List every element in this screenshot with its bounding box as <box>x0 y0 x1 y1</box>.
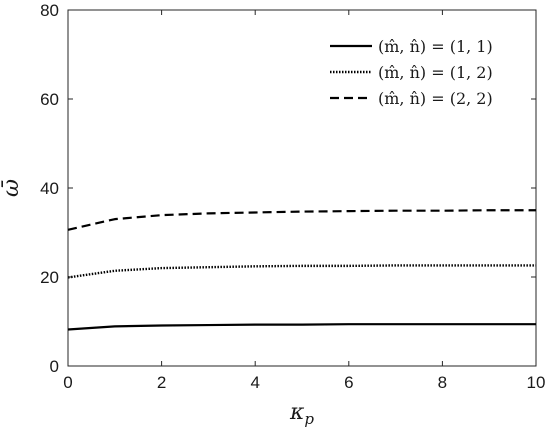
y-tick-label: 60 <box>40 90 59 109</box>
series-line-2 <box>67 264 536 279</box>
x-tick-label: 8 <box>438 373 447 392</box>
legend-label-3: (m̂, n̂) = (2, 2) <box>378 89 493 108</box>
y-tick-label: 20 <box>40 268 59 287</box>
series-line-1 <box>67 323 536 331</box>
y-tick-label: 0 <box>50 357 59 376</box>
series-line-3 <box>67 209 536 231</box>
legend: (m̂, n̂) = (1, 1) (m̂, n̂) = (1, 2) (m̂, n… <box>330 37 493 108</box>
legend-label-1: (m̂, n̂) = (1, 1) <box>378 37 493 56</box>
x-tick-label: 2 <box>157 373 166 392</box>
y-axis-label: ω̄ <box>0 179 24 197</box>
series-layer <box>67 209 536 331</box>
x-tick-label: 10 <box>527 373 546 392</box>
x-tick-label: 6 <box>344 373 353 392</box>
y-tick-label: 40 <box>40 179 59 198</box>
x-axis-label: κp <box>289 400 314 428</box>
y-tick-label: 80 <box>40 1 59 20</box>
legend-label-2: (m̂, n̂) = (1, 2) <box>378 63 493 82</box>
axes-layer: 0 2 4 6 8 10 0 20 40 60 80 κp ω̄ <box>0 1 545 428</box>
x-tick-label: 4 <box>250 373 259 392</box>
x-tick-label: 0 <box>63 373 72 392</box>
